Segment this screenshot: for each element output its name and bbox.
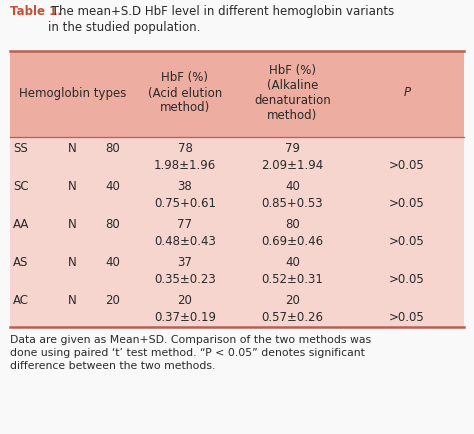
Text: 40: 40: [285, 255, 300, 268]
Text: >0.05: >0.05: [389, 159, 425, 172]
Bar: [10, 138, 464, 327]
Text: >0.05: >0.05: [389, 310, 425, 323]
Text: 37: 37: [178, 255, 192, 268]
Text: 80: 80: [285, 217, 300, 230]
Text: 40: 40: [105, 179, 120, 192]
Text: P: P: [403, 86, 410, 99]
Text: Table 1.: Table 1.: [10, 5, 62, 18]
Text: AC: AC: [13, 293, 29, 306]
Text: 79: 79: [285, 141, 300, 155]
Text: 20: 20: [178, 293, 192, 306]
Text: AA: AA: [13, 217, 29, 230]
Text: 20: 20: [105, 293, 120, 306]
Text: 38: 38: [178, 179, 192, 192]
Text: Data are given as Mean+SD. Comparison of the two methods was: Data are given as Mean+SD. Comparison of…: [10, 334, 371, 344]
Text: N: N: [68, 141, 77, 155]
Text: 0.37±0.19: 0.37±0.19: [154, 310, 216, 323]
Text: >0.05: >0.05: [389, 273, 425, 286]
Text: SC: SC: [13, 179, 28, 192]
Text: 1.98±1.96: 1.98±1.96: [154, 159, 216, 172]
Text: SS: SS: [13, 141, 28, 155]
Text: N: N: [68, 179, 77, 192]
Text: done using paired ‘t’ test method. “P < 0.05” denotes significant: done using paired ‘t’ test method. “P < …: [10, 347, 365, 357]
Text: 0.52±0.31: 0.52±0.31: [262, 273, 323, 286]
Text: 78: 78: [178, 141, 192, 155]
Text: 0.35±0.23: 0.35±0.23: [154, 273, 216, 286]
Text: 20: 20: [285, 293, 300, 306]
Text: >0.05: >0.05: [389, 197, 425, 210]
Text: 2.09±1.94: 2.09±1.94: [261, 159, 324, 172]
Bar: [10, 52, 464, 138]
Text: Hemoglobin types: Hemoglobin types: [19, 86, 126, 99]
Text: AS: AS: [13, 255, 28, 268]
Text: 40: 40: [285, 179, 300, 192]
Text: 0.69±0.46: 0.69±0.46: [262, 235, 324, 248]
Text: 0.48±0.43: 0.48±0.43: [154, 235, 216, 248]
Text: 0.75+0.61: 0.75+0.61: [154, 197, 216, 210]
Text: 80: 80: [105, 141, 120, 155]
Text: 77: 77: [177, 217, 192, 230]
Text: 40: 40: [105, 255, 120, 268]
Text: 0.85+0.53: 0.85+0.53: [262, 197, 323, 210]
Text: HbF (%)
(Acid elution
method): HbF (%) (Acid elution method): [148, 71, 222, 114]
Text: HbF (%)
(Alkaline
denaturation
method): HbF (%) (Alkaline denaturation method): [254, 64, 331, 122]
Text: 80: 80: [105, 217, 120, 230]
Text: N: N: [68, 293, 77, 306]
Text: 0.57±0.26: 0.57±0.26: [262, 310, 323, 323]
Text: >0.05: >0.05: [389, 235, 425, 248]
Text: difference between the two methods.: difference between the two methods.: [10, 360, 215, 370]
Text: N: N: [68, 217, 77, 230]
Text: The mean+S.D HbF level in different hemoglobin variants
in the studied populatio: The mean+S.D HbF level in different hemo…: [48, 5, 394, 34]
Text: N: N: [68, 255, 77, 268]
